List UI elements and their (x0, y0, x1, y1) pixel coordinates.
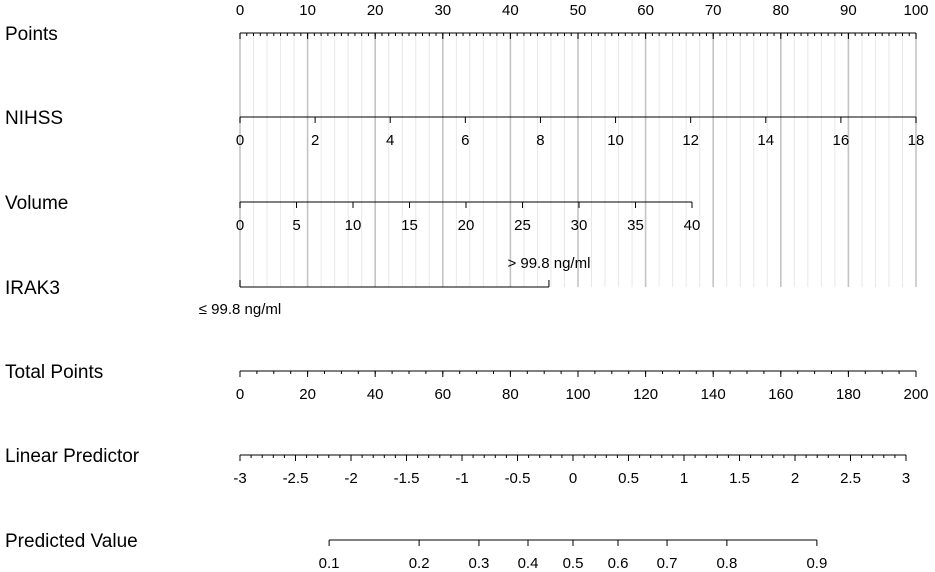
tick-label: 25 (514, 217, 531, 234)
tick-label: 0.4 (518, 555, 539, 572)
row-label: Points (5, 24, 58, 45)
tick-label: 6 (461, 132, 469, 149)
tick-label: 0.8 (716, 555, 737, 572)
tick-label: 0.3 (469, 555, 490, 572)
tick-label: 200 (903, 386, 928, 403)
tick-label: 120 (633, 386, 658, 403)
tick-label: 30 (434, 2, 451, 19)
category-label: ≤ 99.8 ng/ml (199, 301, 281, 318)
tick-label: 0.6 (608, 555, 629, 572)
tick-label: 10 (299, 2, 316, 19)
row-label: Volume (5, 193, 68, 214)
tick-label: 50 (570, 2, 587, 19)
tick-label: 20 (299, 386, 316, 403)
tick-label: 0 (236, 217, 244, 234)
tick-label: 10 (345, 217, 362, 234)
tick-label: 160 (768, 386, 793, 403)
tick-label: 1 (680, 470, 688, 487)
tick-label: 140 (701, 386, 726, 403)
tick-label: 35 (627, 217, 644, 234)
row-label: Total Points (5, 362, 103, 383)
tick-label: 0.5 (563, 555, 584, 572)
tick-label: 70 (705, 2, 722, 19)
tick-label: 0 (236, 132, 244, 149)
tick-label: -2.5 (283, 470, 309, 487)
tick-label: 5 (292, 217, 300, 234)
row-label: Predicted Value (5, 531, 138, 552)
tick-label: 0 (569, 470, 577, 487)
tick-label: 0.1 (319, 555, 340, 572)
tick-label: 2.5 (840, 470, 861, 487)
tick-label: 180 (836, 386, 861, 403)
tick-label: 20 (458, 217, 475, 234)
tick-label: 0.9 (806, 555, 827, 572)
tick-label: 20 (367, 2, 384, 19)
row-label: Linear Predictor (5, 446, 140, 467)
row-label: IRAK3 (5, 278, 60, 299)
tick-label: 16 (833, 132, 850, 149)
tick-label: 3 (902, 470, 910, 487)
tick-label: 0 (236, 386, 244, 403)
tick-label: -1.5 (394, 470, 420, 487)
tick-label: 10 (607, 132, 624, 149)
tick-label: 2 (791, 470, 799, 487)
tick-label: 40 (502, 2, 519, 19)
tick-label: 12 (682, 132, 699, 149)
tick-label: 8 (536, 132, 544, 149)
tick-label: 0.5 (618, 470, 639, 487)
tick-label: 14 (757, 132, 774, 149)
category-label: > 99.8 ng/ml (507, 255, 590, 272)
tick-label: 60 (434, 386, 451, 403)
tick-label: 0.7 (657, 555, 678, 572)
tick-label: 18 (908, 132, 925, 149)
tick-label: 1.5 (729, 470, 750, 487)
row-label: NIHSS (5, 108, 63, 129)
tick-label: 80 (502, 386, 519, 403)
tick-label: 0 (236, 2, 244, 19)
tick-label: -3 (233, 470, 246, 487)
tick-label: 60 (637, 2, 654, 19)
tick-label: 40 (367, 386, 384, 403)
tick-label: 2 (311, 132, 319, 149)
tick-label: 15 (401, 217, 418, 234)
tick-label: 100 (903, 2, 928, 19)
tick-label: 40 (684, 217, 701, 234)
tick-label: -1 (455, 470, 468, 487)
tick-label: 30 (571, 217, 588, 234)
tick-label: -2 (344, 470, 357, 487)
tick-label: 80 (772, 2, 789, 19)
tick-label: 4 (386, 132, 394, 149)
tick-label: 100 (565, 386, 590, 403)
tick-label: -0.5 (505, 470, 531, 487)
tick-label: 90 (840, 2, 857, 19)
tick-label: 0.2 (409, 555, 430, 572)
